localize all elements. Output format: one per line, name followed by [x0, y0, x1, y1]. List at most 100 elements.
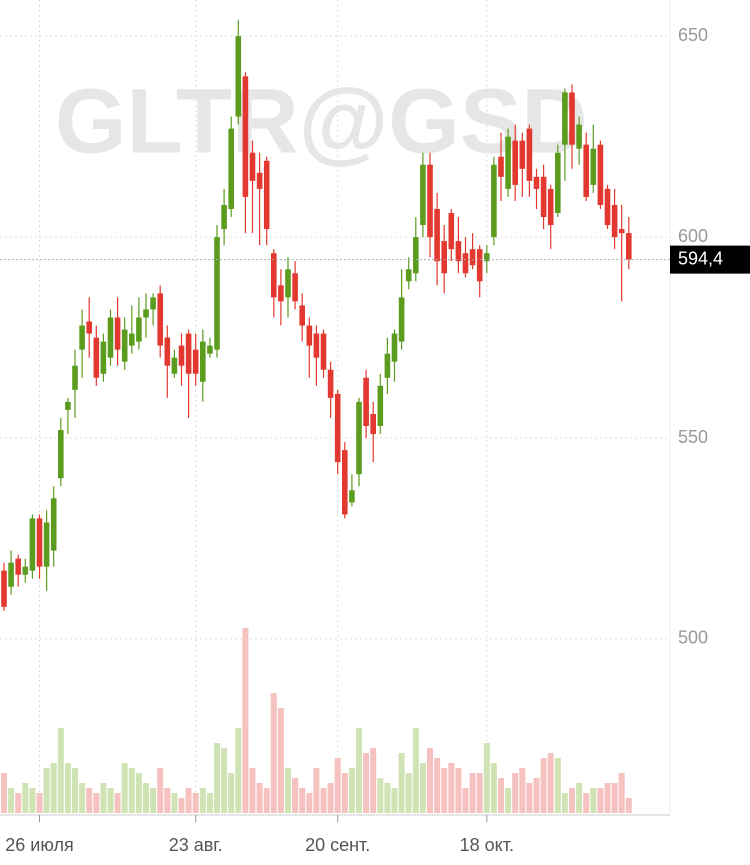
volume-bar: [93, 793, 100, 813]
volume-bar: [64, 763, 71, 813]
volume-bar: [547, 753, 554, 813]
volume-bar: [412, 728, 419, 813]
candle-body: [384, 353, 391, 378]
volume-bar: [419, 763, 426, 813]
candle-body: [455, 241, 462, 262]
candle-body: [256, 172, 263, 189]
volume-bar: [114, 793, 121, 813]
candle-body: [228, 128, 234, 209]
candle-body: [512, 140, 518, 185]
volume-bar: [79, 783, 86, 813]
volume-bar: [554, 758, 561, 813]
volume-bar: [313, 768, 320, 813]
volume-bar: [277, 708, 284, 813]
candle-body: [469, 249, 476, 266]
candle-body: [271, 253, 277, 298]
volume-bar: [164, 788, 171, 813]
candle-body: [540, 176, 547, 218]
volume-bar: [263, 788, 270, 813]
volume-bar: [228, 773, 235, 813]
candle-body: [29, 518, 36, 571]
volume-bar: [15, 793, 22, 813]
candle-body: [611, 204, 618, 238]
volume-bar: [370, 748, 377, 813]
volume-bar: [86, 788, 93, 813]
candle-body: [370, 413, 376, 435]
volume-bar: [405, 773, 412, 813]
candle-body: [405, 269, 412, 282]
candle-body: [398, 297, 405, 342]
volume-bar: [441, 768, 448, 813]
candle-body: [413, 237, 419, 274]
volume-bar: [214, 743, 220, 813]
volume-bar: [143, 783, 149, 813]
candle-body: [200, 341, 206, 382]
y-tick-label: 650: [678, 25, 708, 45]
volume-bar: [625, 798, 632, 813]
volume-bar: [57, 728, 64, 813]
volume-bar: [171, 793, 178, 813]
volume-bar: [249, 768, 256, 813]
volume-bar: [476, 773, 483, 813]
volume-bar: [540, 758, 547, 813]
candle-body: [555, 152, 561, 213]
candle-body: [299, 305, 305, 326]
volume-bar: [490, 763, 497, 813]
candle-body: [242, 76, 249, 197]
volume-bar: [292, 778, 299, 813]
candle-body: [192, 349, 199, 374]
candle-body: [462, 253, 469, 274]
volume-bar: [583, 793, 590, 813]
volume-bar: [135, 773, 142, 813]
candle-body: [519, 140, 526, 169]
volume-bar: [1, 773, 7, 813]
candle-body: [58, 430, 64, 479]
candle-body: [597, 144, 604, 205]
candle-body: [43, 522, 50, 567]
candle-body: [143, 309, 149, 318]
candle-body: [327, 369, 334, 398]
volume-bar: [299, 788, 306, 813]
x-tick-label: 26 июля: [5, 835, 73, 855]
volume-bar: [157, 768, 164, 813]
candle-body: [498, 156, 504, 177]
candle-body: [285, 269, 291, 298]
candle-body: [171, 357, 178, 374]
volume-bar: [192, 793, 199, 813]
candle-body: [235, 36, 242, 117]
volume-bar: [391, 788, 398, 813]
candle-body: [79, 325, 85, 350]
volume-bar: [320, 788, 327, 813]
candle-body: [214, 237, 220, 350]
volume-bar: [334, 758, 341, 813]
volume-bar: [150, 788, 157, 813]
candle-body: [72, 365, 78, 390]
volume-bar: [50, 763, 57, 813]
volume-bar: [519, 768, 526, 813]
volume-bar: [569, 788, 575, 813]
x-tick-label: 18 окт.: [460, 835, 514, 855]
volume-bar: [235, 728, 242, 813]
candle-body: [434, 208, 440, 262]
volume-bar: [221, 748, 228, 813]
candle-body: [562, 92, 568, 145]
candle-body: [136, 317, 142, 342]
candle-body: [15, 558, 21, 575]
x-tick-label: 20 сент.: [305, 835, 370, 855]
volume-bar: [384, 783, 391, 813]
volume-bar: [462, 788, 469, 813]
volume-bar: [107, 788, 114, 813]
candle-body: [93, 337, 100, 378]
candle-body: [349, 490, 355, 503]
volume-bar: [306, 793, 313, 813]
candle-body: [626, 233, 632, 260]
candle-body: [150, 297, 156, 310]
volume-bar: [72, 768, 78, 813]
volume-bar: [611, 783, 618, 813]
volume-bar: [242, 628, 249, 813]
candle-body: [306, 325, 313, 346]
candle-body: [157, 293, 163, 346]
candle-body: [121, 329, 128, 362]
volume-bar: [469, 773, 476, 813]
